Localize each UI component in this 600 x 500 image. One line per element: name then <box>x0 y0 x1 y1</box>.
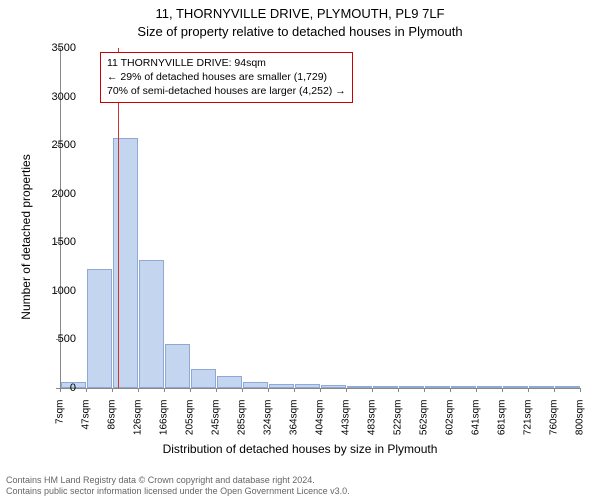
annotation-line1: 11 THORNYVILLE DRIVE: 94sqm <box>107 56 346 70</box>
histogram-bar <box>87 269 112 388</box>
histogram-bar <box>347 386 372 388</box>
histogram-bar <box>399 386 424 388</box>
histogram-bar <box>269 384 294 388</box>
y-tick-label: 1000 <box>46 285 76 297</box>
annotation-callout: 11 THORNYVILLE DRIVE: 94sqm ← 29% of det… <box>100 52 353 103</box>
y-axis-label: Number of detached properties <box>19 137 33 337</box>
histogram-bar <box>243 382 268 388</box>
y-tick-label: 3500 <box>46 42 76 54</box>
histogram-bar <box>529 386 554 388</box>
histogram-bar <box>113 138 138 388</box>
histogram-bar <box>295 384 320 388</box>
histogram-bar <box>191 369 216 388</box>
footer-line2: Contains public sector information licen… <box>6 486 350 498</box>
histogram-bar <box>217 376 242 388</box>
y-tick-label: 0 <box>46 382 76 394</box>
histogram-bar <box>451 386 476 388</box>
y-tick-label: 1500 <box>46 236 76 248</box>
chart-title-line2: Size of property relative to detached ho… <box>0 24 600 39</box>
histogram-bar <box>139 260 164 388</box>
histogram-bar <box>165 344 190 388</box>
chart-title-line1: 11, THORNYVILLE DRIVE, PLYMOUTH, PL9 7LF <box>0 6 600 21</box>
histogram-bar <box>503 386 528 388</box>
histogram-bar <box>373 386 398 388</box>
y-tick-label: 2500 <box>46 139 76 151</box>
y-tick-label: 2000 <box>46 188 76 200</box>
y-tick-label: 3000 <box>46 91 76 103</box>
histogram-bar <box>477 386 502 388</box>
annotation-line3: 70% of semi-detached houses are larger (… <box>107 84 346 98</box>
footer-line1: Contains HM Land Registry data © Crown c… <box>6 475 350 487</box>
footer-text: Contains HM Land Registry data © Crown c… <box>6 475 350 498</box>
histogram-bar <box>425 386 450 388</box>
histogram-bar <box>321 385 346 388</box>
annotation-line2: ← 29% of detached houses are smaller (1,… <box>107 70 346 84</box>
histogram-chart: 11, THORNYVILLE DRIVE, PLYMOUTH, PL9 7LF… <box>0 0 600 500</box>
y-tick-label: 500 <box>46 333 76 345</box>
x-axis-label: Distribution of detached houses by size … <box>0 442 600 456</box>
histogram-bar <box>555 386 580 388</box>
